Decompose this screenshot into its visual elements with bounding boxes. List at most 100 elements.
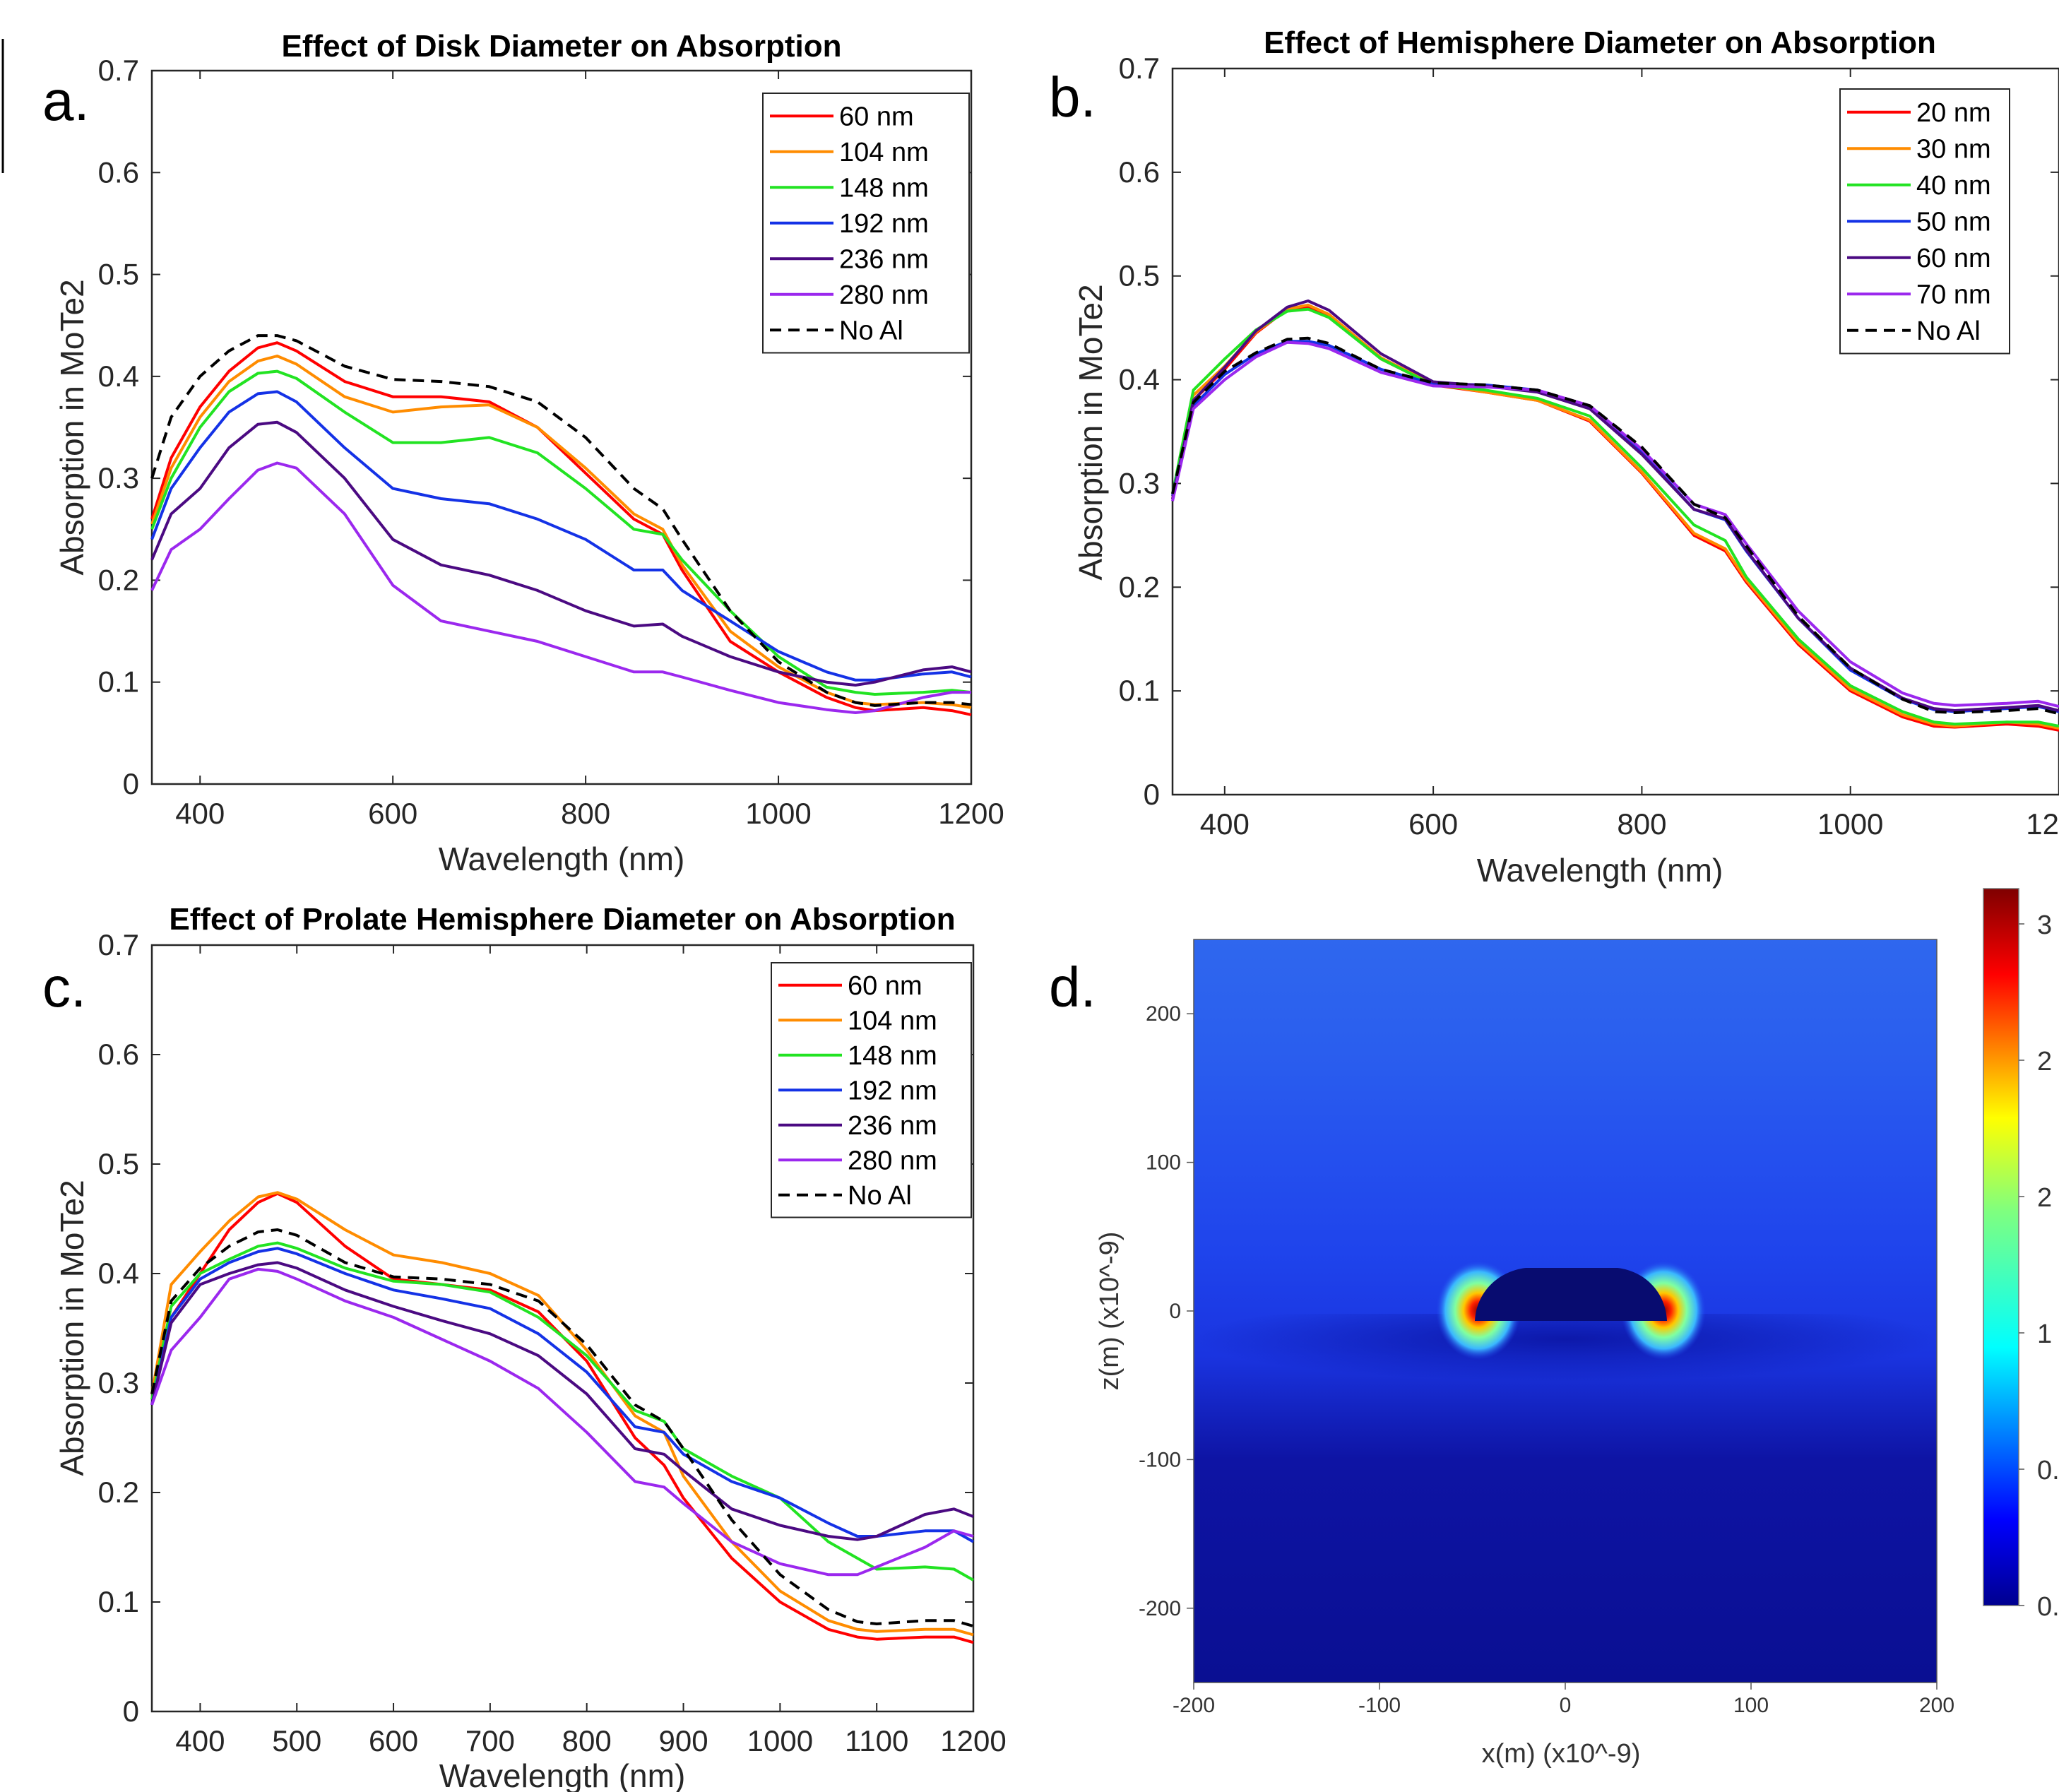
x-tick-label: 800	[1617, 807, 1666, 841]
panel-label-c: c.	[42, 956, 86, 1019]
x-tick-label: 1000	[1817, 807, 1883, 841]
panel-b-line-chart: 0 0.1 0.2 0.3 0.4 0.5 0.6 0.7 400 600 800 1000 1200…	[1049, 25, 2059, 889]
x-tick-label: 600	[368, 797, 417, 830]
x-tick-label: 1000	[747, 1724, 813, 1757]
x-tick-label: 400	[1200, 807, 1250, 841]
x-tick-label: 500	[272, 1724, 321, 1757]
x-tick-label: 600	[1408, 807, 1458, 841]
colorbar-ticks: 3 2 2 1 0. 0.	[2019, 910, 2059, 1622]
series-line-236-nm	[150, 420, 972, 687]
x-axis-label-a: Wavelength (nm)	[439, 841, 685, 877]
x-tick-label: 1200	[938, 797, 1004, 830]
series-line-40-nm	[1171, 307, 2059, 728]
colorbar-tick-label: 0.	[2037, 1592, 2059, 1622]
colorbar-tick-label: 0.	[2037, 1456, 2059, 1485]
series-line-148-nm	[150, 1241, 974, 1582]
heatmap-x-label: x(m) (x10^-9)	[1482, 1739, 1641, 1769]
series-line-236-nm	[150, 1261, 974, 1541]
legend-b: 20 nm 30 nm 40 nm 50 nm 60 nm 70 nm No Al	[1839, 88, 2010, 355]
heatmap-ticks: -200 -100 0 100 200 200 100 0 -100 -200	[1139, 1002, 1954, 1717]
x-tick-label: 1000	[745, 797, 811, 830]
legend-label: 20 nm	[1916, 98, 1991, 128]
x-axis-label-b: Wavelength (nm)	[1477, 852, 1723, 889]
panel-d-heatmap: d. -200 -100 0 100 200 200 100 0 -100 -200 x(m) (…	[1049, 888, 2059, 1769]
heatmap-y-tick-label: 100	[1146, 1151, 1181, 1175]
heatmap-x-tick-label: 200	[1919, 1694, 1954, 1717]
y-tick-label: 0.3	[1119, 466, 1160, 499]
legend-label: 60 nm	[848, 971, 922, 1001]
series-line-60-nm	[150, 341, 972, 716]
x-tick-label: 600	[369, 1724, 418, 1757]
y-tick-label: 0.7	[1119, 52, 1160, 85]
legend-a: 60 nm 104 nm 148 nm 192 nm 236 nm 280 nm No Al	[762, 93, 970, 354]
legend-label: 280 nm	[848, 1146, 937, 1175]
series-line-192-nm	[150, 1247, 974, 1543]
y-tick-label: 0.4	[98, 1257, 139, 1290]
series-line-no-al	[1171, 336, 2059, 716]
x-ticks-a: 400 600 800 1000 1200	[175, 71, 1004, 830]
y-tick-label: 0.3	[98, 1366, 139, 1399]
series-line-148-nm	[150, 369, 972, 696]
legend-label: 236 nm	[839, 244, 929, 274]
legend-label: 70 nm	[1916, 280, 1991, 309]
y-tick-label: 0.3	[98, 461, 139, 494]
series-lines-a	[150, 334, 972, 716]
y-tick-label: 0.7	[98, 928, 139, 961]
legend-label: 60 nm	[839, 102, 914, 131]
y-tick-label: 0	[1144, 778, 1160, 811]
legend-label: 280 nm	[839, 280, 929, 310]
y-axis-label-c: Absorption in MoTe2	[54, 1180, 90, 1476]
colorbar-tick-label: 2	[2037, 1047, 2052, 1076]
series-lines-c	[150, 1191, 974, 1644]
legend-label: No Al	[848, 1181, 912, 1211]
y-tick-label: 0.2	[98, 563, 139, 596]
legend-label: 104 nm	[839, 138, 929, 167]
panel-label-b: b.	[1049, 66, 1096, 129]
legend-label: 60 nm	[1916, 244, 1991, 273]
heatmap-shading-below	[1194, 1314, 1937, 1399]
heatmap-x-tick-label: -200	[1173, 1694, 1215, 1717]
legend-label: 40 nm	[1916, 171, 1991, 201]
x-tick-label: 1200	[940, 1724, 1006, 1757]
heatmap-x-tick-label: 100	[1733, 1694, 1769, 1717]
chart-title-c: Effect of Prolate Hemisphere Diameter on…	[169, 902, 955, 937]
panel-label-d: d.	[1049, 956, 1096, 1019]
x-tick-label: 800	[562, 1724, 612, 1757]
legend-label: 192 nm	[848, 1076, 937, 1105]
heatmap-y-tick-label: -200	[1139, 1597, 1181, 1620]
legend-label: 104 nm	[848, 1006, 937, 1036]
panel-label-a: a.	[42, 69, 90, 132]
series-lines-b	[1171, 299, 2059, 732]
y-tick-label: 0.4	[1119, 363, 1160, 396]
x-tick-label: 1100	[845, 1724, 908, 1757]
x-axis-label-c: Wavelength (nm)	[439, 1757, 686, 1792]
legend-label: 236 nm	[848, 1111, 937, 1141]
y-tick-label: 0.1	[1119, 674, 1160, 707]
chart-title-a: Effect of Disk Diameter on Absorption	[282, 29, 842, 64]
legend-label: 50 nm	[1916, 207, 1991, 237]
y-ticks-a: 0 0.1 0.2 0.3 0.4 0.5 0.6 0.7	[98, 54, 971, 800]
colorbar-tick-label: 3	[2037, 910, 2052, 940]
x-ticks-c: 400 500 600 700 800 900 1000 1100 1200	[175, 945, 1007, 1757]
y-tick-label: 0.6	[98, 155, 139, 189]
legend-label: 148 nm	[848, 1041, 937, 1071]
x-tick-label: 1200	[2026, 807, 2059, 841]
y-axis-label-b: Absorption in MoTe2	[1072, 284, 1109, 580]
series-line-no-al	[150, 1228, 974, 1628]
y-ticks-b: 0 0.1 0.2 0.3 0.4 0.5 0.6 0.7	[1119, 52, 2059, 811]
colorbar-tick-label: 1	[2037, 1319, 2052, 1349]
chart-title-b: Effect of Hemisphere Diameter on Absorpt…	[1264, 25, 1936, 60]
legend-c: 60 nm 104 nm 148 nm 192 nm 236 nm 280 nm No Al	[771, 962, 972, 1218]
series-line-60-nm	[1171, 299, 2059, 712]
y-tick-label: 0.5	[98, 1147, 139, 1180]
y-tick-label: 0.4	[98, 360, 139, 393]
x-tick-label: 900	[658, 1724, 708, 1757]
x-ticks-b: 400 600 800 1000 1200	[1200, 69, 2059, 841]
colorbar	[1983, 888, 2019, 1606]
series-line-280-nm	[150, 1267, 974, 1577]
heatmap-x-tick-label: 0	[1560, 1694, 1572, 1717]
y-tick-label: 0.2	[1119, 570, 1160, 603]
y-tick-label: 0.1	[98, 1585, 139, 1618]
x-tick-label: 800	[561, 797, 610, 830]
